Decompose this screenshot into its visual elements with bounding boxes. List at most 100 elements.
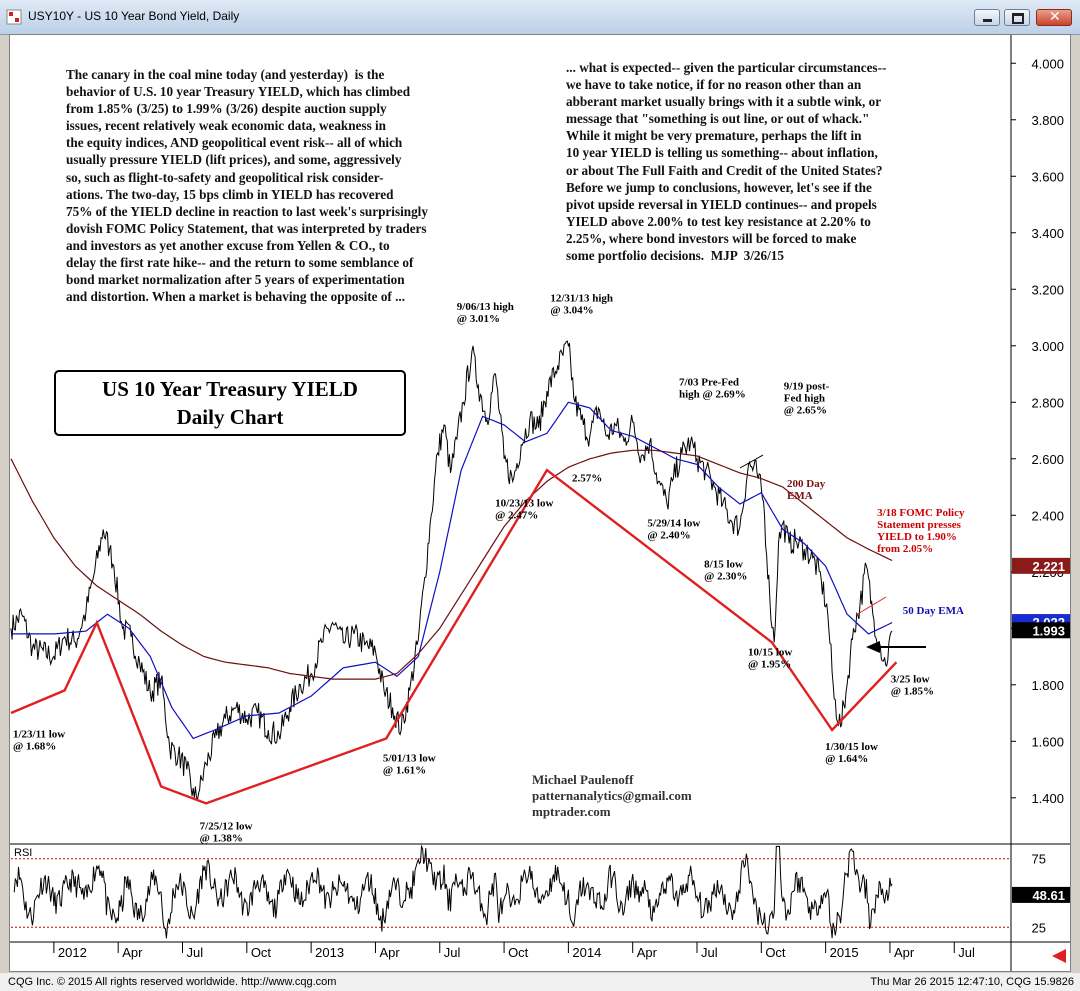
annotation-label: 7/03 Pre-Fed bbox=[679, 376, 739, 388]
y-tick-label: 3.600 bbox=[1031, 169, 1064, 184]
x-axis: 2012 Apr Jul Oct 2013 Apr Jul Oct 2014 Apr Jul Oct 2… bbox=[53, 942, 975, 960]
annotation-label: @ 2.40% bbox=[647, 529, 690, 541]
rsi-panel: 25 75 48.61 bbox=[11, 844, 1070, 939]
support-trendline bbox=[10, 468, 898, 805]
x-tick-label: 2012 bbox=[58, 945, 87, 960]
chart-title-line2: Daily Chart bbox=[177, 405, 284, 429]
annotation-label: @ 1.61% bbox=[383, 764, 426, 776]
annotation-label: 1/30/15 low bbox=[825, 741, 878, 753]
annotation-layer: 1/23/11 low@ 1.68% 7/25/12 low@ 1.38% 5/01… bbox=[13, 292, 965, 844]
window-title: USY10Y - US 10 Year Bond Yield, Daily bbox=[28, 9, 240, 23]
chart-title-box bbox=[54, 370, 406, 436]
annotation-label: @ 1.38% bbox=[200, 832, 243, 844]
annotation-label: EMA bbox=[787, 490, 813, 502]
rsi-value-label: 48.61 bbox=[1032, 888, 1065, 903]
price-tag bbox=[1012, 622, 1070, 639]
annotation-label: @ 3.01% bbox=[457, 313, 500, 325]
y-tick-label: 1.400 bbox=[1031, 791, 1064, 806]
commentary-right: ... what is expected-- given the particu… bbox=[566, 60, 887, 264]
price-tag-layer: 2.2212.0221.993 bbox=[1012, 557, 1070, 639]
y-tick-label: 3.200 bbox=[1031, 282, 1064, 297]
annotation-label: 9/19 post- bbox=[784, 381, 830, 393]
annotation-label: Statement presses bbox=[877, 519, 962, 531]
x-tick-label: 2013 bbox=[315, 945, 344, 960]
rsi-line bbox=[13, 844, 893, 939]
y-tick-label: 3.400 bbox=[1031, 226, 1064, 241]
y-tick-label: 3.800 bbox=[1031, 113, 1064, 128]
annotation-label: @ 2.30% bbox=[704, 571, 747, 583]
status-bar: CQG Inc. © 2015 All rights reserved worl… bbox=[0, 973, 1080, 991]
annotation-label: from 2.05% bbox=[877, 543, 933, 555]
x-tick-label: 2015 bbox=[830, 945, 859, 960]
x-tick-label: Oct bbox=[508, 945, 529, 960]
ema50-line bbox=[11, 401, 893, 740]
annotation-label: 12/31/13 high bbox=[550, 292, 613, 304]
annotation-label: @ 3.04% bbox=[550, 304, 593, 316]
annotation-label: 50 Day EMA bbox=[903, 605, 964, 617]
x-tick-label: Apr bbox=[637, 945, 658, 960]
rsi-level-label: 25 bbox=[1032, 920, 1046, 935]
rsi-level-label: 75 bbox=[1032, 852, 1046, 867]
trendline-layer bbox=[10, 468, 898, 805]
annotation-label: 10/15 low bbox=[748, 646, 792, 658]
annotation-label: 8/15 low bbox=[704, 559, 743, 571]
current-price-arrow bbox=[866, 641, 926, 653]
post-fed-pointer-line bbox=[739, 454, 764, 469]
cqg-app-icon bbox=[6, 9, 22, 25]
annotation-label: high @ 2.69% bbox=[679, 388, 746, 400]
chart-frame: 1.4001.6001.8002.0002.2002.4002.6002.800… bbox=[9, 34, 1071, 972]
author-name: Michael Paulenoff bbox=[532, 772, 634, 787]
price-plot bbox=[10, 340, 893, 802]
annotation-label: 2.57% bbox=[572, 472, 602, 484]
annotation-label: 9/06/13 high bbox=[457, 301, 514, 313]
scroll-right-icon[interactable] bbox=[1052, 949, 1066, 963]
annotation-label: 3/18 FOMC Policy bbox=[877, 507, 965, 519]
annotation-label: 3/25 low bbox=[891, 674, 930, 686]
annotation-label: 5/29/14 low bbox=[647, 517, 700, 529]
price-line bbox=[10, 340, 893, 802]
x-tick-label: 2014 bbox=[572, 945, 601, 960]
x-tick-label: Oct bbox=[251, 945, 272, 960]
x-tick-label: Jul bbox=[958, 945, 975, 960]
x-tick-label: Jul bbox=[701, 945, 718, 960]
author-email: patternanalytics@gmail.com bbox=[532, 788, 692, 803]
maximize-icon bbox=[1012, 13, 1024, 24]
annotation-label: 1/23/11 low bbox=[13, 729, 65, 741]
close-button[interactable]: ✕ bbox=[1036, 9, 1072, 26]
annotation-label: @ 1.68% bbox=[13, 741, 56, 753]
y-tick-label: 1.600 bbox=[1031, 734, 1064, 749]
x-tick-label: Apr bbox=[894, 945, 915, 960]
x-tick-label: Jul bbox=[444, 945, 461, 960]
y-tick-label: 4.000 bbox=[1031, 56, 1064, 71]
x-tick-label: Jul bbox=[187, 945, 204, 960]
x-tick-label: Oct bbox=[765, 945, 786, 960]
rsi-value-tag bbox=[1012, 886, 1070, 903]
annotation-label: 7/25/12 low bbox=[200, 820, 253, 832]
annotation-label: 200 Day bbox=[787, 478, 826, 490]
y-tick-label: 3.000 bbox=[1031, 339, 1064, 354]
minimize-button[interactable] bbox=[974, 9, 1000, 26]
y-axis: 1.4001.6001.8002.0002.2002.4002.6002.800… bbox=[1011, 56, 1064, 806]
chart-canvas[interactable]: 1.4001.6001.8002.0002.2002.4002.6002.800… bbox=[10, 35, 1070, 971]
annotation-label: @ 2.65% bbox=[784, 405, 827, 417]
rsi-label: RSI bbox=[14, 847, 32, 859]
price-tag-label: 1.993 bbox=[1032, 623, 1065, 638]
ema200-line bbox=[10, 449, 893, 680]
annotation-label: 10/23/13 low bbox=[495, 498, 553, 510]
annotation-label: @ 2.47% bbox=[495, 510, 538, 522]
annotation-label: YIELD to 1.90% bbox=[877, 531, 957, 543]
window-titlebar: USY10Y - US 10 Year Bond Yield, Daily ✕ bbox=[0, 0, 1080, 35]
copyright-text: CQG Inc. © 2015 All rights reserved worl… bbox=[8, 976, 337, 988]
x-tick-label: Apr bbox=[379, 945, 400, 960]
commentary-left: The canary in the coal mine today (and y… bbox=[66, 67, 428, 305]
annotation-label: @ 1.64% bbox=[825, 753, 868, 765]
annotation-label: Fed high bbox=[784, 393, 825, 405]
price-tag bbox=[1012, 557, 1070, 574]
price-tag-label: 2.221 bbox=[1032, 559, 1065, 574]
annotation-label: @ 1.95% bbox=[748, 658, 791, 670]
maximize-button[interactable] bbox=[1004, 9, 1030, 26]
timestamp-text: Thu Mar 26 2015 12:47:10, CQG 15.9826 bbox=[870, 976, 1074, 988]
minimize-icon bbox=[983, 19, 992, 22]
y-tick-label: 1.800 bbox=[1031, 678, 1064, 693]
y-tick-label: 2.800 bbox=[1031, 395, 1064, 410]
